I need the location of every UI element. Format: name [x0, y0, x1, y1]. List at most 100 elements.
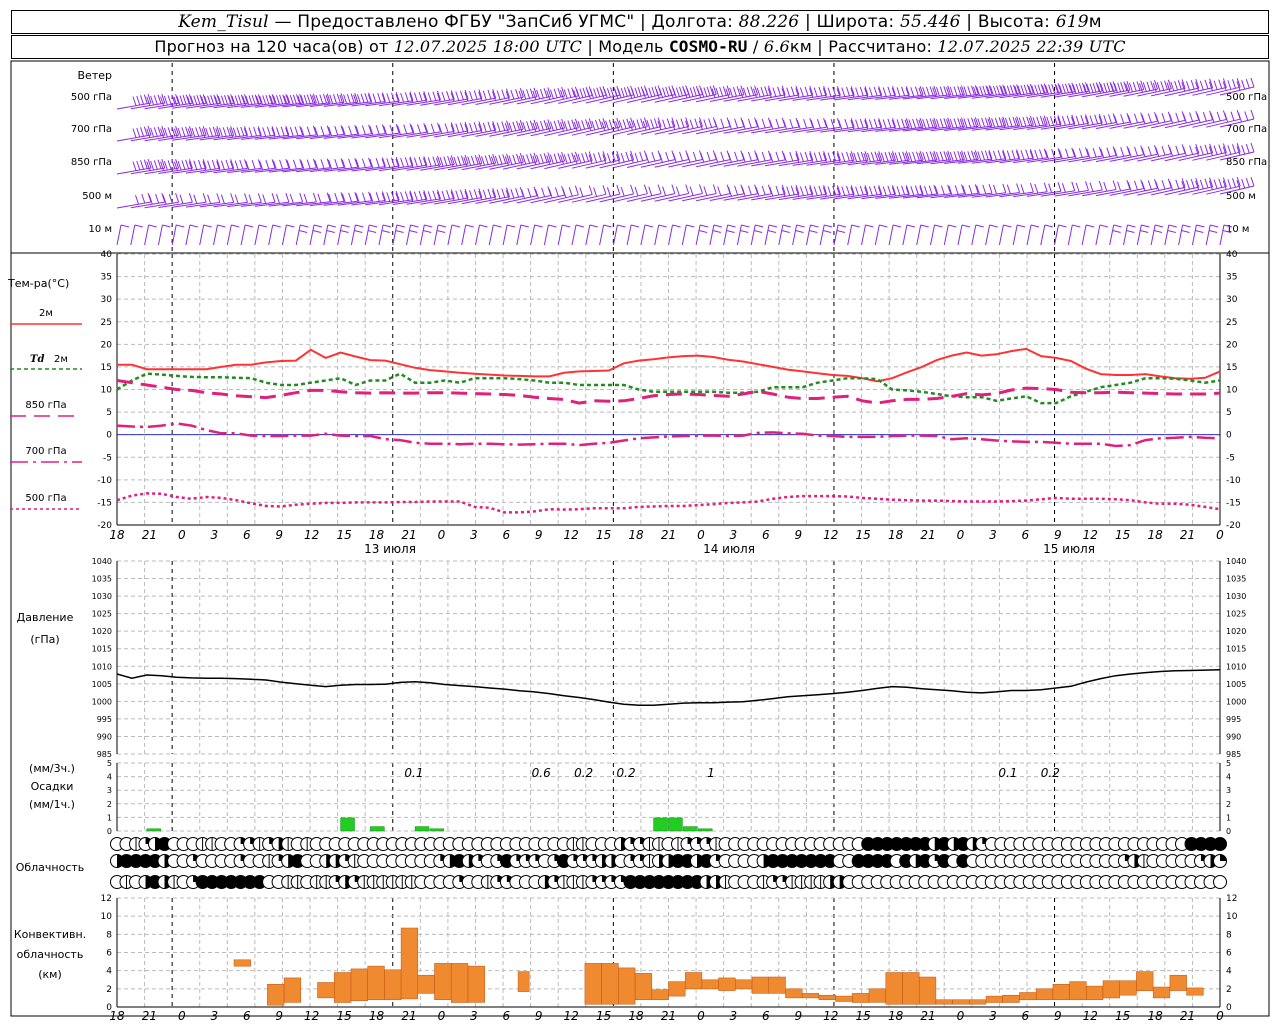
conv-cloud-bar	[283, 977, 302, 1003]
title-bar: Kem_Tisul — Предоставлено ФГБУ "ЗапСиб У…	[11, 10, 1269, 34]
wind-barb-feathers	[314, 125, 331, 137]
wind-barb-feathers	[1208, 177, 1227, 190]
wind-barb-feathers	[1195, 224, 1205, 233]
wind-barb-feathers	[423, 90, 441, 103]
pressure-tick-right: 990	[1226, 732, 1241, 741]
wind-barb-feathers	[395, 190, 414, 202]
sep: |	[587, 37, 599, 56]
wind-barb-feathers	[961, 224, 971, 228]
wind-barb-feathers	[478, 88, 497, 101]
temp-tick-left: 40	[101, 250, 113, 260]
wind-barb	[805, 224, 811, 246]
wind-barb-feathers	[781, 224, 791, 233]
wind-barb	[309, 166, 345, 173]
wind-barb	[296, 167, 331, 173]
wind-barb-feathers	[932, 150, 952, 162]
wind-barb	[1082, 122, 1117, 130]
wind-barb-feathers	[187, 126, 207, 138]
wind-barb	[1026, 224, 1032, 246]
wind-barb	[419, 224, 425, 246]
wind-barb	[998, 224, 1004, 246]
wind-barb-feathers	[1058, 224, 1067, 228]
wind-barb	[1150, 119, 1186, 129]
pressure-tick-left: 1030	[92, 592, 112, 601]
precip-3h-value: 0.2	[617, 766, 636, 780]
precip-tick-right: 5	[1226, 759, 1231, 768]
wind-barb	[116, 167, 152, 175]
wind-barb	[1178, 152, 1213, 161]
slash: /	[752, 37, 764, 56]
cloud-symbol-fill	[253, 875, 267, 889]
wind-barb-feathers	[256, 94, 276, 106]
wind-barb	[309, 101, 345, 107]
wind-barb	[599, 224, 605, 246]
conv-cloud-bar	[334, 972, 352, 1003]
cloud-symbol-fill	[871, 854, 885, 868]
wind-barb-feathers	[1017, 224, 1026, 228]
precip-tick-right: 0	[1226, 827, 1231, 836]
wind-barb-feathers	[505, 187, 524, 200]
conv-label: (км)	[38, 968, 62, 981]
wind-barb-feathers	[689, 184, 703, 196]
provider: Предоставлено ФГБУ "ЗапСиб УГМС"	[297, 12, 635, 32]
wind-barb	[447, 130, 482, 138]
wind-barb	[1081, 224, 1087, 246]
time-tick-label: 21	[142, 528, 157, 542]
wind-barb-feathers	[160, 126, 180, 138]
wind-barb	[144, 224, 150, 246]
wind-barb-feathers	[317, 192, 331, 203]
wind-barb-feathers	[934, 224, 943, 228]
wind-barb-feathers	[850, 86, 869, 98]
wind-barb-feathers	[548, 224, 557, 228]
wind-barb	[930, 94, 965, 100]
wind-barb	[1013, 92, 1048, 99]
temp-tick-left: -10	[97, 476, 112, 486]
wind-barb	[847, 159, 882, 166]
wind-barb	[1206, 185, 1241, 195]
wind-barb-feathers	[257, 126, 276, 138]
wind-barb-feathers	[1086, 146, 1103, 159]
wind-barb-feathers	[809, 86, 828, 98]
wind-barb	[475, 129, 510, 137]
wind-barb-feathers	[603, 224, 612, 228]
time-tick-label-bottom: 12	[304, 1009, 319, 1023]
wind-barb-feathers	[809, 185, 828, 197]
wind-barb	[654, 193, 689, 202]
wind-barb-feathers	[1195, 143, 1214, 157]
cloud-symbol-fill	[861, 837, 875, 851]
cloud-symbol-fill	[776, 854, 790, 868]
wind-barb	[682, 94, 717, 103]
wind-barb-feathers	[1058, 147, 1076, 159]
cloud-symbol-fill	[196, 875, 210, 889]
temp-series-line	[116, 422, 1221, 448]
wind-barb	[695, 94, 731, 103]
wind-barb-feathers	[1084, 113, 1103, 126]
wind-barb	[489, 128, 524, 137]
wind-barb	[875, 193, 910, 199]
wind-barb	[213, 224, 218, 246]
wind-barb-feathers	[314, 158, 331, 170]
conv-cloud-bar	[233, 959, 251, 967]
wind-barb	[530, 95, 565, 105]
wind-barb	[489, 161, 524, 170]
precip-bar	[429, 828, 445, 832]
wind-barb-feathers	[769, 150, 786, 163]
wind-barb	[475, 224, 480, 246]
wind-barb-feathers	[1029, 148, 1048, 160]
temp-tick-left: 30	[101, 295, 113, 305]
wind-barb-feathers	[976, 183, 993, 195]
wind-barb	[1192, 186, 1227, 195]
wind-level-label-right: 500 гПа	[1226, 92, 1267, 103]
wind-barb	[433, 224, 439, 246]
wind-barb	[1136, 224, 1142, 246]
precip-bar	[414, 826, 430, 832]
pressure-tick-left: 1010	[92, 662, 112, 671]
wind-barb-feathers	[231, 224, 240, 228]
wind-barb-feathers	[326, 224, 336, 233]
wind-barb	[227, 167, 262, 174]
wind-barb	[792, 126, 827, 133]
wind-barb	[930, 193, 965, 199]
wind-barb	[751, 159, 786, 167]
wind-barb	[130, 102, 165, 110]
wind-barb	[626, 94, 662, 103]
